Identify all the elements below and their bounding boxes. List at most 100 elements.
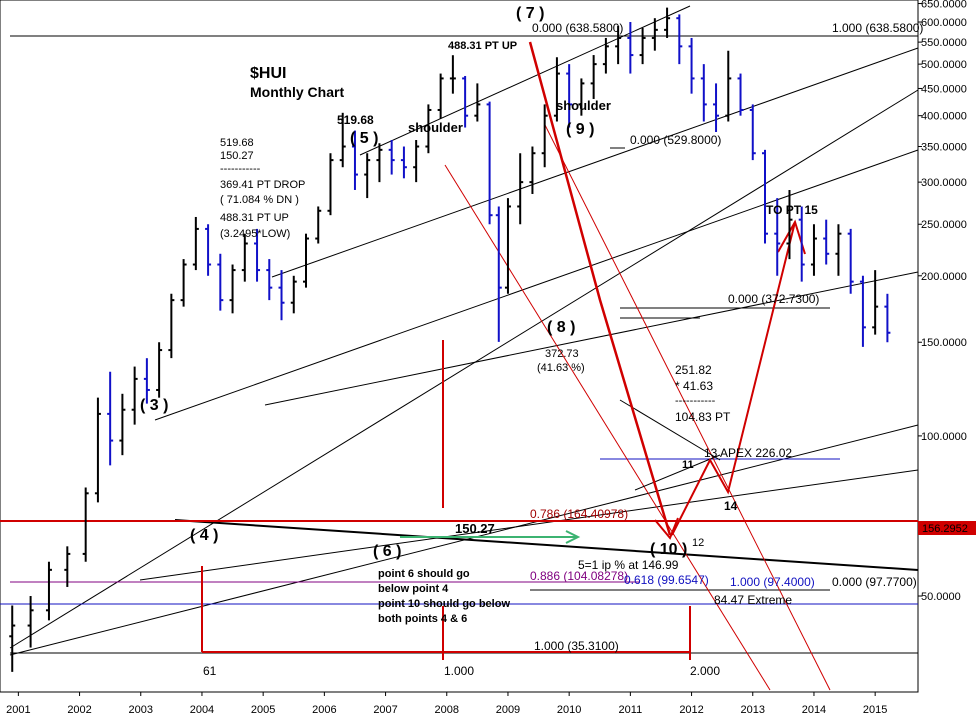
ohlc-bar xyxy=(798,206,805,282)
ohlc-bar xyxy=(578,78,585,116)
ohlc-bar xyxy=(847,228,854,294)
shoulder-left: shoulder xyxy=(408,120,463,135)
neckline-4-6 xyxy=(174,519,919,571)
ohlc-bar xyxy=(504,198,511,294)
x-tick-label: 2001 xyxy=(6,704,30,716)
fib-974-label: 1.000 (97.4000) xyxy=(730,575,815,589)
fib-529-label: 0.000 (529.8000) xyxy=(630,133,721,147)
x-tick-label: 2010 xyxy=(557,704,581,716)
drop-note-l4: 369.41 PT DROP xyxy=(220,179,305,191)
y-tick-label: 250.0000 xyxy=(921,219,967,231)
ohlc-bar xyxy=(517,153,524,225)
y-tick-label: 450.0000 xyxy=(921,83,967,95)
fib-786-label: 0.786 (164.40978) xyxy=(530,507,628,521)
ohlc-bar xyxy=(82,487,89,562)
rule-note-l1: point 6 should go xyxy=(378,568,470,580)
ohlc-bar xyxy=(217,253,224,311)
cycle-61-label: 61 xyxy=(203,664,217,678)
ohlc-bar xyxy=(192,216,199,271)
channel-line-6 xyxy=(139,469,919,581)
val-372: 372.73 xyxy=(545,348,579,360)
projection-arrow xyxy=(671,221,796,536)
ohlc-bar xyxy=(254,228,261,282)
val-150: 150.27 xyxy=(455,521,495,536)
ohlc-bar xyxy=(131,366,138,425)
ohlc-bar xyxy=(541,104,548,168)
ohlc-bar xyxy=(688,37,695,94)
fib-top-right: 1.000 (638.5800) xyxy=(832,21,923,35)
x-tick-label: 2009 xyxy=(496,704,520,716)
ohlc-bar xyxy=(425,104,432,154)
x-tick-label: 2012 xyxy=(679,704,703,716)
calc-l2: * 41.63 xyxy=(675,379,713,393)
ohlc-bar xyxy=(437,73,444,119)
ohlc-bar xyxy=(413,140,420,183)
y-tick-label: 550.0000 xyxy=(921,37,967,49)
ohlc-bar xyxy=(400,146,407,179)
ohlc-bar xyxy=(376,143,383,183)
ohlc-bar xyxy=(835,224,842,276)
x-tick-label: 2005 xyxy=(251,704,275,716)
fib-618-label: 0.618 (99.6547) xyxy=(624,573,709,587)
price-marker-label: 156.2952 xyxy=(922,523,968,535)
ohlc-bar xyxy=(566,64,573,128)
ohlc-bar xyxy=(303,233,309,288)
ohlc-bar xyxy=(119,393,126,456)
ohlc-bar xyxy=(327,153,334,216)
ohlc-bar xyxy=(449,55,456,94)
fib-977-label: 0.000 (97.7700) xyxy=(832,575,917,589)
x-tick-label: 2008 xyxy=(435,704,459,716)
ohlc-bar xyxy=(676,14,683,65)
ohlc-bar xyxy=(884,293,891,343)
ohlc-bar xyxy=(241,233,248,282)
ohlc-bar xyxy=(64,546,71,587)
ohlc-bar xyxy=(290,275,297,314)
extreme-label: 84.47 Extreme xyxy=(714,593,792,607)
y-tick-label: 350.0000 xyxy=(921,142,967,154)
pt-12-label: 12 xyxy=(692,537,704,549)
chart-title: $HUI xyxy=(250,65,286,82)
ohlc-bar xyxy=(700,64,707,122)
drop-note-l1: 519.68 xyxy=(220,137,254,149)
ohlc-bar xyxy=(651,18,658,51)
pt-11-label: 11 xyxy=(682,459,694,471)
ohlc-bar xyxy=(823,219,830,265)
x-tick-label: 2002 xyxy=(67,704,91,716)
price-bars xyxy=(9,7,891,672)
ohlc-bar xyxy=(725,50,732,122)
drop-note-l3: ----------- xyxy=(220,163,261,175)
val-519: 519.68 xyxy=(337,113,374,127)
calc-l4: 104.83 PT xyxy=(675,410,731,424)
fib-886-label: 0.886 (104.08278) xyxy=(530,569,628,583)
ohlc-bar xyxy=(602,37,609,74)
y-tick-label: 500.0000 xyxy=(921,59,967,71)
rule-note-l3: point 10 should go below xyxy=(378,598,510,610)
wave-label-9: ( 9 ) xyxy=(566,121,594,138)
ohlc-bar xyxy=(486,101,493,225)
fib-353-label: 1.000 (35.3100) xyxy=(534,639,619,653)
rule-note-l4: both points 4 & 6 xyxy=(378,613,467,625)
ohlc-bar xyxy=(388,140,395,175)
green-arrow xyxy=(400,530,581,544)
ohlc-bar xyxy=(859,275,866,347)
calc-l1: 251.82 xyxy=(675,363,712,377)
calc-l3: ----------- xyxy=(675,395,716,407)
ohlc-bar xyxy=(266,259,273,301)
pct-41: (41.63 %) xyxy=(537,362,585,374)
projection-down-arrow xyxy=(528,41,672,536)
y-tick-label: 400.0000 xyxy=(921,111,967,123)
y-tick-label: 100.0000 xyxy=(921,431,967,443)
cycle-1-label: 1.000 xyxy=(444,664,474,678)
ohlc-bar xyxy=(474,83,481,122)
ohlc-bar xyxy=(737,73,744,116)
ohlc-bar xyxy=(590,55,597,99)
ohlc-bar xyxy=(364,153,371,199)
ohlc-bar xyxy=(762,149,768,244)
apex-label: 13 APEX 226.02 xyxy=(704,446,792,460)
channel-line-1 xyxy=(271,47,919,278)
ohlc-bar xyxy=(180,259,187,307)
wave-label-10: ( 10 ) xyxy=(650,541,687,558)
wedge-line-top xyxy=(619,399,721,461)
y-tick-label: 50.0000 xyxy=(921,591,961,603)
